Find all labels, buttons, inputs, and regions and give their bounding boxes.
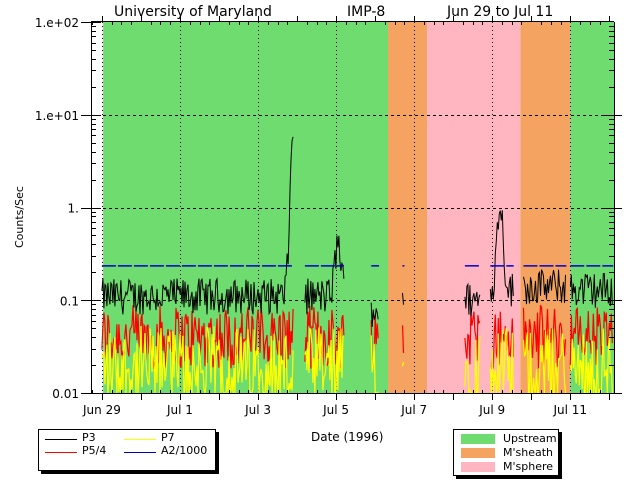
legend-line-p5-4 — [45, 452, 77, 453]
region-bands — [103, 22, 614, 393]
legend-label-a2: A2/1000 — [161, 444, 208, 457]
region-msheath-1 — [388, 22, 428, 393]
trace-p3-segment-3 — [402, 292, 404, 305]
legend-label-msheath: M'sheath — [503, 446, 554, 459]
title-date-range: Jun 29 to Jul 11 — [446, 4, 553, 20]
legend-label-p7: P7 — [161, 431, 175, 444]
legend-line-p3 — [45, 439, 77, 440]
trace-p3-segment-5 — [489, 210, 514, 307]
y-tick-label: 0.1 — [60, 294, 79, 308]
legend-label-p3: P3 — [82, 431, 96, 444]
y-tick-label: 1. — [68, 202, 79, 216]
title-institution: University of Maryland — [114, 4, 272, 20]
trace-p3-segment-4 — [464, 282, 481, 317]
trace-p7-segment-0 — [101, 325, 294, 394]
x-tick-label: Jun 29 — [82, 403, 121, 417]
x-tick-label: Jul 9 — [478, 403, 505, 417]
trace-p7-segment-5 — [489, 327, 514, 394]
y-tick-label: 1.e+02 — [35, 16, 79, 30]
trace-p3-segment-6 — [523, 269, 566, 305]
trace-p5-4-segment-7 — [569, 306, 613, 369]
legend-line-p7 — [124, 439, 156, 440]
y-axis-label: Counts/Sec — [13, 186, 26, 248]
legend-label-upstream: Upstream — [503, 432, 557, 445]
data-traces — [101, 136, 614, 394]
title-spacecraft: IMP-8 — [347, 4, 385, 20]
axis-labels: Jun 29 Jul 1 Jul 3 Jul 5 Jul 7 Jul 9 Jul 11 1.e… — [35, 16, 587, 417]
y-tick-label: 0.01 — [52, 387, 79, 401]
x-tick-label: Jul 5 — [322, 403, 349, 417]
trace-p7-segment-3 — [401, 361, 405, 367]
x-tick-label: Jul 7 — [400, 403, 427, 417]
x-tick-label: Jul 11 — [553, 403, 588, 417]
trace-p5-4-segment-6 — [522, 304, 567, 369]
trace-p7-segment-1 — [304, 327, 345, 394]
legend-label-msphere: M'sphere — [503, 460, 554, 473]
trace-p3-segment-7 — [569, 273, 613, 308]
y-tick-label: 1.e+01 — [35, 109, 79, 123]
x-axis-label: Date (1996) — [311, 430, 384, 444]
axes — [81, 16, 622, 400]
legend-swatch-upstream — [461, 434, 495, 444]
trace-p3-segment-0 — [101, 136, 294, 316]
legend-swatch-msheath — [461, 448, 495, 458]
legend-line-a2 — [124, 452, 156, 453]
trace-p5-4-segment-3 — [401, 325, 405, 354]
trace-p5-4-segment-4 — [464, 311, 481, 365]
trace-p3-segment-1 — [304, 235, 345, 315]
legend-label-p5-4: P5/4 — [82, 444, 107, 457]
series-legend: P3 P5/4 P7 A2/1000 — [38, 429, 216, 471]
region-legend: Upstream M'sheath M'sphere — [453, 429, 559, 476]
x-tick-label: Jul 3 — [244, 403, 271, 417]
legend-swatch-msphere — [461, 462, 495, 472]
trace-p3-segment-2 — [370, 302, 379, 328]
x-tick-label: Jul 1 — [166, 403, 193, 417]
